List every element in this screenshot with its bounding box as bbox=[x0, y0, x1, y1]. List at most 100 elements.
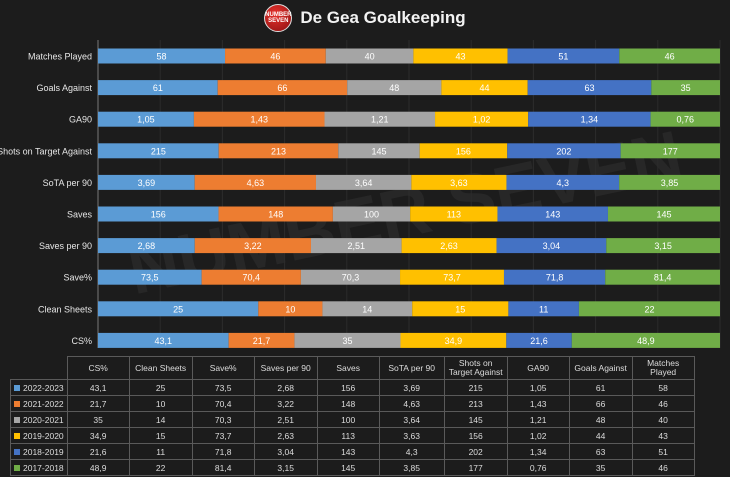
bar-segment bbox=[441, 80, 528, 96]
table-cell: 145 bbox=[443, 411, 508, 428]
data-label: 66 bbox=[277, 83, 287, 93]
table-cell: 81,4 bbox=[191, 459, 255, 476]
series-name: 2020-2021 bbox=[23, 414, 64, 425]
bar-segment bbox=[619, 48, 720, 64]
data-label: 34,9 bbox=[445, 336, 463, 346]
data-label: 35 bbox=[342, 336, 352, 346]
data-label: 3,64 bbox=[355, 178, 373, 188]
category-label: Goals Against bbox=[36, 83, 92, 93]
bar-segment bbox=[98, 174, 195, 190]
data-label: 156 bbox=[456, 146, 471, 156]
data-label: 58 bbox=[157, 52, 167, 62]
bar-segment bbox=[294, 332, 401, 348]
data-label: 81,4 bbox=[654, 273, 672, 283]
data-label: 63 bbox=[585, 83, 595, 93]
bar-segment bbox=[218, 143, 339, 159]
data-label: 148 bbox=[268, 210, 283, 220]
bar-segment bbox=[258, 301, 323, 317]
table-cell: 66 bbox=[568, 395, 633, 412]
data-label: 3,15 bbox=[654, 241, 672, 251]
data-label: 46 bbox=[270, 52, 280, 62]
bar-segment bbox=[300, 269, 401, 285]
table-cell: 21,7 bbox=[66, 395, 130, 412]
table-cell: 61 bbox=[568, 379, 633, 396]
title-bar: NUMBER SEVEN De Gea Goalkeeping bbox=[0, 0, 730, 36]
table-cell: 1,02 bbox=[506, 427, 570, 444]
bar-segment bbox=[496, 238, 607, 254]
table-column-header: Save% bbox=[191, 356, 255, 380]
data-label: 73,5 bbox=[141, 273, 159, 283]
data-label: 3,04 bbox=[543, 241, 561, 251]
table-cell: 1,05 bbox=[506, 379, 570, 396]
data-label: 1,21 bbox=[371, 115, 389, 125]
table-row: 2022-2023 43,1 25 73,5 2,68 156 3,69 215 1,05 61 5… bbox=[10, 379, 695, 396]
bar-segment bbox=[98, 111, 194, 127]
table-cell: 4,3 bbox=[378, 443, 445, 460]
bar-segment bbox=[507, 48, 620, 64]
data-label: 70,4 bbox=[243, 273, 261, 283]
table-row-label: 2020-2021 bbox=[10, 411, 68, 428]
table-cell: 3,64 bbox=[378, 411, 445, 428]
table-cell: 177 bbox=[443, 459, 508, 476]
bar-segment bbox=[217, 80, 348, 96]
table-cell: 215 bbox=[443, 379, 508, 396]
series-name: 2021-2022 bbox=[23, 398, 64, 409]
table-row: 2017-2018 48,9 22 81,4 3,15 145 3,85 177 0,76 35 4… bbox=[10, 459, 695, 476]
bar-segment bbox=[98, 238, 195, 254]
table-cell: 40 bbox=[631, 411, 695, 428]
category-label: Matches Played bbox=[28, 52, 92, 62]
table-row-label: 2019-2020 bbox=[10, 427, 68, 444]
table-cell: 35 bbox=[66, 411, 130, 428]
category-label: GA90 bbox=[69, 115, 92, 125]
table-row: 2021-2022 21,7 10 70,4 3,22 148 4,63 213 1,43 66 4… bbox=[10, 395, 695, 412]
bar-segment bbox=[98, 143, 219, 159]
category-label: SoTA per 90 bbox=[43, 178, 92, 188]
table-cell: 3,15 bbox=[253, 459, 318, 476]
bar-segment bbox=[332, 206, 411, 222]
legend-swatch bbox=[14, 417, 20, 424]
table-cell: 2,68 bbox=[253, 379, 318, 396]
data-label: 2,51 bbox=[348, 241, 366, 251]
bar-segment bbox=[98, 332, 229, 348]
series-name: 2019-2020 bbox=[23, 430, 64, 441]
table-cell: 43,1 bbox=[66, 379, 130, 396]
data-label: 4,3 bbox=[557, 178, 570, 188]
data-label: 51 bbox=[558, 52, 568, 62]
series-name: 2022-2023 bbox=[23, 382, 64, 393]
table-column-header: Shots on Target Against bbox=[443, 356, 508, 380]
data-label: 145 bbox=[656, 210, 671, 220]
data-label: 40 bbox=[365, 52, 375, 62]
table-cell: 1,34 bbox=[506, 443, 570, 460]
data-label: 202 bbox=[556, 146, 571, 156]
table-column-header: Goals Against bbox=[568, 356, 633, 380]
table-cell: 71,8 bbox=[191, 443, 255, 460]
bar-segment bbox=[571, 332, 720, 348]
data-label: 1,34 bbox=[581, 115, 599, 125]
bar-segment bbox=[400, 332, 507, 348]
table-cell: 113 bbox=[316, 427, 380, 444]
table-cell: 11 bbox=[128, 443, 193, 460]
table-cell: 46 bbox=[631, 395, 695, 412]
table-cell: 213 bbox=[443, 395, 508, 412]
data-label: 35 bbox=[681, 83, 691, 93]
bar-segment bbox=[228, 332, 295, 348]
category-label: Shots on Target Against bbox=[0, 146, 92, 156]
table-cell: 2,63 bbox=[253, 427, 318, 444]
table-row: 2019-2020 34,9 15 73,7 2,63 113 3,63 156 1,02 44 4… bbox=[10, 427, 695, 444]
bar-segment bbox=[324, 111, 436, 127]
bar-segment bbox=[322, 301, 413, 317]
bar-segment bbox=[225, 48, 326, 64]
table-cell: 1,21 bbox=[506, 411, 570, 428]
table-cell: 22 bbox=[128, 459, 193, 476]
category-label: Saves bbox=[67, 210, 93, 220]
bar-segment bbox=[347, 80, 442, 96]
bar-segment bbox=[98, 269, 202, 285]
bar-segment bbox=[606, 238, 720, 254]
bar-segment bbox=[497, 206, 608, 222]
bar-segment bbox=[401, 238, 497, 254]
bar-segment bbox=[435, 111, 529, 127]
bar-segment bbox=[508, 301, 579, 317]
data-label: 73,7 bbox=[443, 273, 461, 283]
table-row: 2020-2021 35 14 70,3 2,51 100 3,64 145 1,21 48 40 bbox=[10, 411, 695, 428]
